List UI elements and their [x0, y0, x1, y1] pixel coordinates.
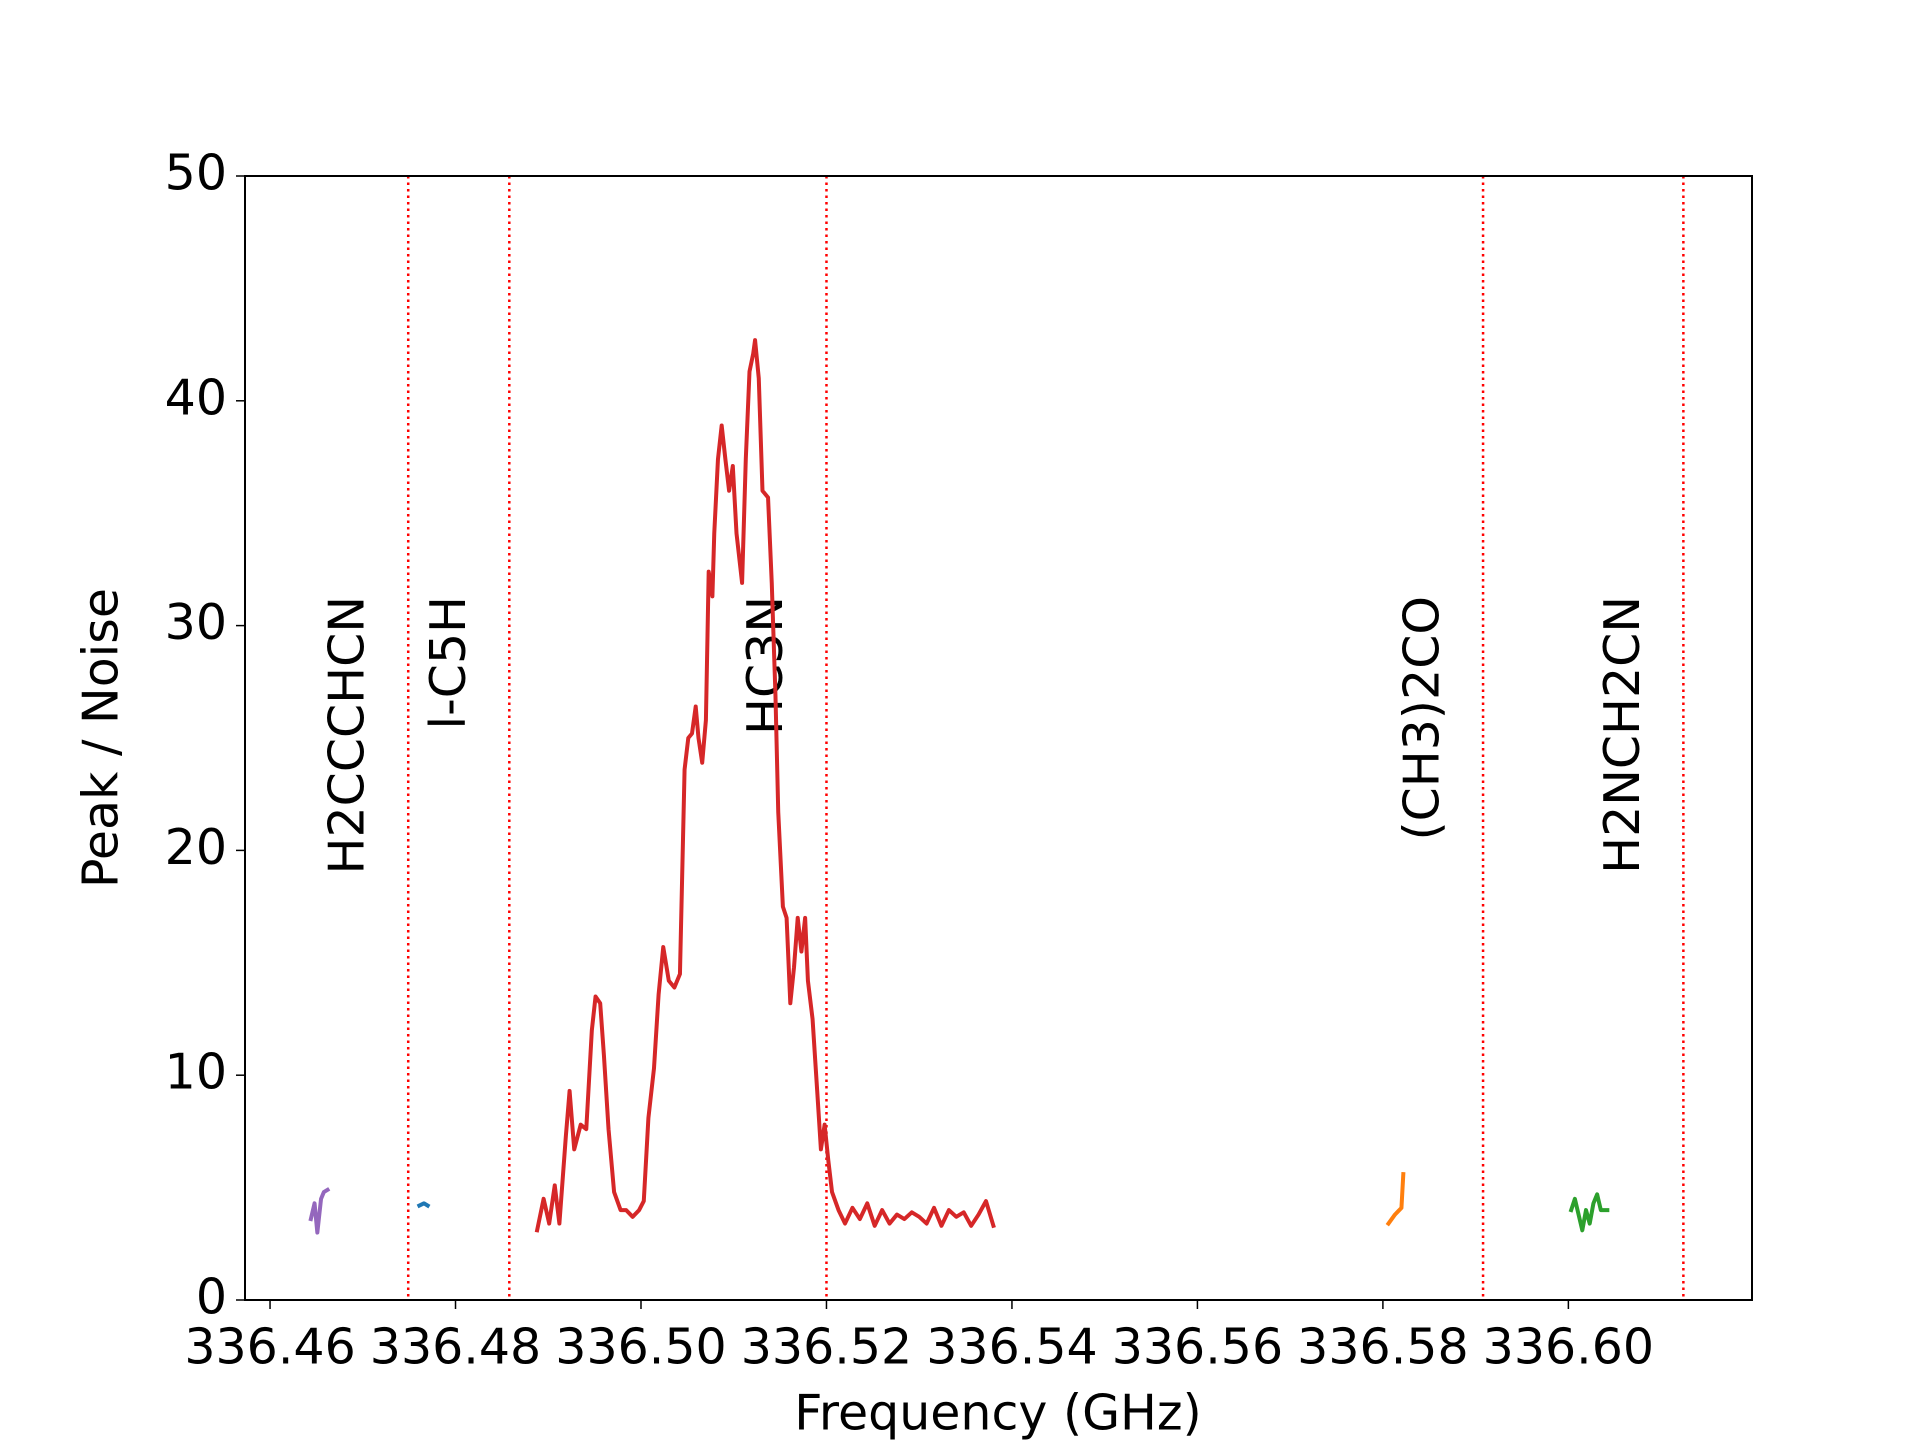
- series-line: [1568, 1192, 1610, 1233]
- line-label: H2CCCHCN: [319, 596, 376, 874]
- x-tick-label: 336.54: [926, 1319, 1097, 1376]
- series-line: [416, 1201, 431, 1209]
- x-tick-label: 336.52: [741, 1319, 912, 1376]
- x-tick-label: 336.46: [184, 1319, 355, 1376]
- line-label: l-C5H: [420, 596, 477, 730]
- series-line: [308, 1187, 331, 1235]
- line-label: (CH3)2CO: [1394, 596, 1451, 840]
- x-axis-label: Frequency (GHz): [794, 1385, 1201, 1440]
- plot-frame: [244, 175, 1753, 1301]
- y-tick-label: 40: [165, 369, 227, 426]
- x-tick-label: 336.60: [1483, 1319, 1654, 1376]
- series-line: [534, 338, 996, 1233]
- x-tick-label: 336.58: [1297, 1319, 1468, 1376]
- y-axis-label: Peak / Noise: [73, 588, 130, 888]
- line-label: HC3N: [737, 596, 794, 735]
- x-tick-label: 336.50: [555, 1319, 726, 1376]
- x-tick-label: 336.48: [370, 1319, 541, 1376]
- line-label: H2NCH2CN: [1594, 596, 1651, 874]
- y-tick-label: 0: [196, 1269, 227, 1326]
- x-tick-label: 336.56: [1112, 1319, 1283, 1376]
- y-tick-label: 20: [165, 819, 227, 876]
- y-tick-label: 30: [165, 594, 227, 651]
- series-line: [1385, 1172, 1406, 1227]
- y-tick-label: 50: [165, 145, 227, 202]
- y-tick-label: 10: [165, 1044, 227, 1101]
